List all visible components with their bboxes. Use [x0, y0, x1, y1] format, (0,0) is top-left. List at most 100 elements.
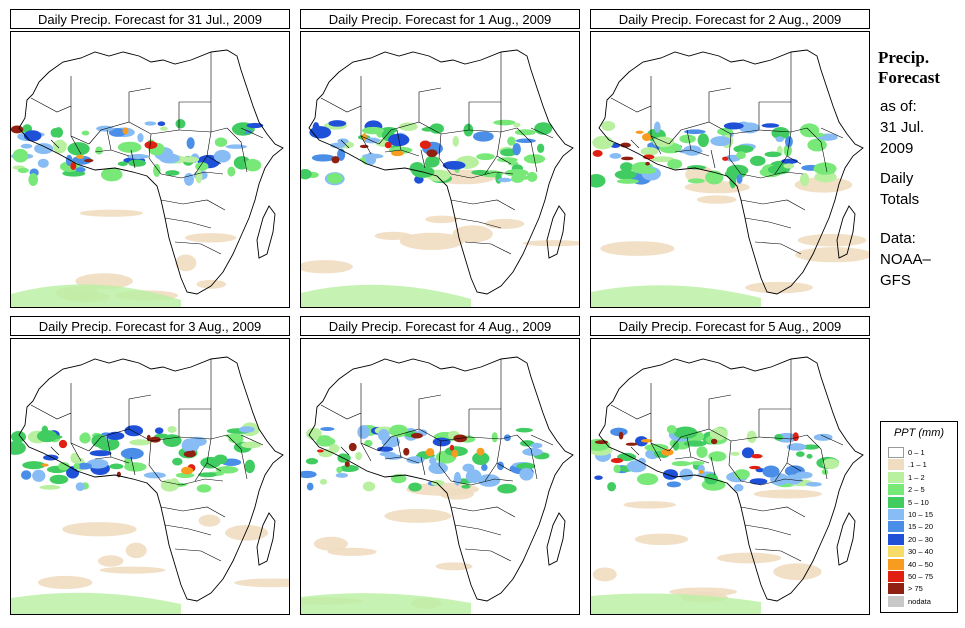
- country-border: [820, 127, 844, 139]
- rain-cell: [241, 441, 262, 449]
- country-border: [240, 127, 264, 139]
- africa-map-svg: [11, 356, 289, 614]
- legend-swatch: [888, 484, 904, 496]
- rain-cell: [337, 138, 349, 144]
- country-border: [178, 434, 228, 440]
- country-border: [744, 524, 792, 536]
- country-border: [418, 102, 470, 135]
- sidebar-totals-block: Daily Totals: [880, 168, 964, 210]
- heavy-rain-cell: [410, 432, 423, 439]
- rain-cell: [213, 149, 231, 163]
- rain-cell: [491, 432, 498, 443]
- rain-cell: [775, 136, 784, 143]
- rain-cell: [786, 443, 807, 451]
- country-border: [438, 133, 452, 175]
- heavy-rain-cell: [403, 447, 410, 456]
- country-border: [686, 436, 692, 458]
- heavy-rain-cell: [149, 436, 161, 443]
- legend-label: 15 – 20: [908, 522, 934, 532]
- rain-cell: [672, 440, 679, 451]
- legend-swatch: [888, 546, 904, 558]
- heavy-rain-cell: [449, 444, 455, 451]
- legend-swatch: [888, 533, 904, 545]
- country-border: [418, 409, 470, 442]
- legend-swatch: [888, 583, 904, 595]
- rain-cell: [673, 426, 698, 439]
- country-border: [174, 548, 222, 562]
- rain-cell: [49, 474, 69, 485]
- country-border: [754, 241, 802, 255]
- country-border: [106, 436, 112, 458]
- heavy-rain-cell: [331, 156, 340, 164]
- country-border: [178, 127, 228, 133]
- country-border: [806, 434, 828, 480]
- rain-cell: [53, 140, 67, 149]
- heavy-rain-cell: [710, 438, 718, 445]
- rain-cell: [814, 171, 837, 183]
- madagascar-outline: [836, 512, 856, 566]
- country-border: [340, 139, 350, 149]
- heavy-rain-cell: [316, 449, 324, 453]
- rain-cell: [536, 143, 545, 154]
- rain-cell: [746, 430, 757, 443]
- legend-swatch: [888, 447, 904, 458]
- heavy-rain-cell: [749, 465, 761, 470]
- country-border: [820, 434, 844, 446]
- country-border: [160, 171, 224, 179]
- country-border: [130, 149, 136, 169]
- rain-cell: [214, 137, 228, 147]
- rain-cell: [328, 120, 347, 127]
- rain-cell: [696, 446, 708, 458]
- southern-rain-band: [301, 593, 471, 614]
- rain-cell: [225, 144, 247, 149]
- heavy-rain-cell: [70, 162, 77, 170]
- drizzle-area: [669, 587, 738, 597]
- drizzle-area: [125, 542, 147, 559]
- rain-cell: [39, 485, 61, 490]
- heavy-rain-cell: [618, 431, 624, 440]
- heavy-rain-cell: [344, 461, 350, 467]
- rain-cell: [607, 482, 617, 492]
- sidebar-title: Precip. Forecast: [878, 48, 964, 88]
- rain-cell: [65, 154, 73, 166]
- forecast-map-4: [10, 338, 290, 615]
- country-border: [708, 409, 760, 442]
- country-border: [454, 217, 502, 229]
- rain-cell: [301, 470, 317, 479]
- rain-cell: [723, 122, 744, 130]
- rain-cell: [79, 433, 91, 444]
- country-border: [806, 127, 828, 173]
- rain-cell: [429, 123, 444, 134]
- rain-cell: [20, 470, 32, 480]
- drizzle-area: [773, 563, 822, 581]
- panel-title-4: Daily Precip. Forecast for 3 Aug., 2009: [10, 316, 290, 336]
- rain-cell: [442, 160, 466, 170]
- country-border: [160, 478, 224, 486]
- rain-cell: [379, 451, 396, 457]
- africa-coastline: [308, 356, 574, 602]
- rain-cell: [637, 167, 657, 174]
- rain-cell: [431, 479, 445, 487]
- rain-cell: [306, 427, 322, 441]
- country-border: [450, 506, 516, 518]
- sidebar-data-line-3: GFS: [880, 272, 911, 289]
- heavy-rain-cell: [58, 439, 68, 449]
- country-border: [450, 199, 516, 211]
- forecast-map-6: [590, 338, 870, 615]
- rain-cell: [183, 173, 195, 186]
- rain-cell: [687, 178, 705, 184]
- rain-cell: [636, 473, 659, 486]
- country-border: [396, 436, 402, 458]
- heavy-rain-cell: [122, 127, 129, 135]
- rain-cell: [108, 128, 126, 137]
- country-border: [148, 133, 162, 175]
- rain-cell: [376, 446, 394, 452]
- rain-cell: [181, 438, 197, 453]
- rain-cell: [684, 440, 707, 447]
- country-border: [484, 155, 498, 175]
- rain-cell: [497, 483, 517, 494]
- rain-cell: [320, 426, 335, 432]
- legend-label: 1 – 2: [908, 472, 925, 482]
- sidebar-totals-line-1: Daily: [880, 170, 914, 187]
- rain-cell: [137, 132, 144, 143]
